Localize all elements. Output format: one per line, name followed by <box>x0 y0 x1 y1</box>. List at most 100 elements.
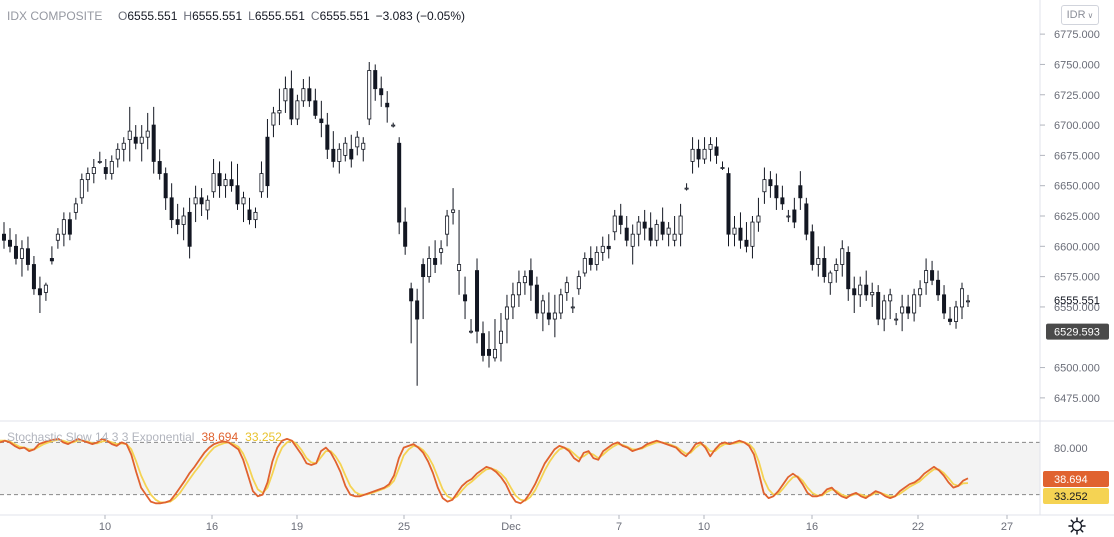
candle[interactable] <box>846 246 851 301</box>
candle[interactable] <box>337 143 342 174</box>
candle[interactable] <box>528 258 533 301</box>
candle[interactable] <box>121 137 126 162</box>
candle[interactable] <box>918 280 923 307</box>
candle[interactable] <box>13 234 18 265</box>
candle[interactable] <box>720 161 725 170</box>
candle[interactable] <box>840 240 845 277</box>
candle[interactable] <box>870 282 875 307</box>
k-line[interactable] <box>0 437 969 505</box>
candle[interactable] <box>397 137 402 235</box>
candle[interactable] <box>690 137 695 174</box>
candle[interactable] <box>229 161 234 192</box>
candle[interactable] <box>199 188 204 216</box>
candle[interactable] <box>882 294 887 332</box>
candle[interactable] <box>37 276 42 313</box>
candle[interactable] <box>409 282 414 344</box>
candle[interactable] <box>67 212 72 241</box>
candle[interactable] <box>427 246 432 283</box>
candle[interactable] <box>223 173 228 198</box>
candle[interactable] <box>684 183 689 191</box>
candle[interactable] <box>624 216 629 247</box>
candle[interactable] <box>618 203 623 235</box>
candle[interactable] <box>678 203 683 247</box>
candle[interactable] <box>660 207 665 241</box>
candle[interactable] <box>504 294 509 344</box>
candle[interactable] <box>25 236 30 271</box>
candle[interactable] <box>439 240 444 265</box>
candle[interactable] <box>313 88 318 119</box>
candle[interactable] <box>864 270 869 301</box>
candle[interactable] <box>193 185 198 223</box>
candle[interactable] <box>373 64 378 101</box>
candle[interactable] <box>804 197 809 241</box>
candle[interactable] <box>469 319 474 334</box>
candle[interactable] <box>858 276 863 307</box>
candle[interactable] <box>283 76 288 113</box>
candle[interactable] <box>936 270 941 301</box>
candle[interactable] <box>2 222 7 249</box>
candle[interactable] <box>744 222 749 253</box>
candle[interactable] <box>576 270 581 295</box>
candle[interactable] <box>672 216 677 247</box>
candle[interactable] <box>235 163 240 210</box>
candle[interactable] <box>73 197 78 220</box>
candle[interactable] <box>774 173 779 210</box>
candle[interactable] <box>319 100 324 138</box>
candle[interactable] <box>61 212 66 247</box>
settings-gear-icon[interactable] <box>1066 515 1088 537</box>
candle[interactable] <box>217 161 222 198</box>
candle[interactable] <box>780 185 785 210</box>
candle[interactable] <box>481 321 486 362</box>
candle[interactable] <box>181 207 186 241</box>
candle[interactable] <box>367 62 372 126</box>
candle[interactable] <box>834 258 839 283</box>
candle[interactable] <box>636 216 641 247</box>
candle[interactable] <box>103 159 108 180</box>
candle[interactable] <box>157 149 162 180</box>
candle[interactable] <box>55 228 60 249</box>
candle[interactable] <box>175 203 180 235</box>
candle[interactable] <box>708 137 713 162</box>
candle[interactable] <box>241 191 246 223</box>
candle[interactable] <box>331 131 336 168</box>
candle[interactable] <box>582 252 587 277</box>
candle[interactable] <box>702 137 707 164</box>
candle[interactable] <box>79 173 84 204</box>
candle[interactable] <box>247 197 252 225</box>
candle[interactable] <box>594 246 599 271</box>
candle[interactable] <box>463 276 468 320</box>
candle[interactable] <box>403 207 408 255</box>
candle[interactable] <box>163 167 168 210</box>
candle[interactable] <box>385 91 390 123</box>
candle[interactable] <box>546 292 551 326</box>
candle[interactable] <box>558 288 563 320</box>
candle[interactable] <box>822 246 827 283</box>
candle[interactable] <box>151 106 156 174</box>
candle[interactable] <box>762 167 767 204</box>
candle[interactable] <box>966 294 971 307</box>
candle[interactable] <box>948 306 953 326</box>
candle[interactable] <box>954 300 959 329</box>
candle[interactable] <box>492 319 497 362</box>
candle[interactable] <box>97 151 102 164</box>
candle[interactable] <box>750 216 755 259</box>
candle[interactable] <box>259 161 264 198</box>
candle[interactable] <box>510 282 515 320</box>
candle[interactable] <box>810 224 815 271</box>
candle[interactable] <box>642 209 647 241</box>
candle[interactable] <box>540 294 545 332</box>
candle[interactable] <box>906 294 911 320</box>
candle[interactable] <box>289 70 294 126</box>
candle[interactable] <box>792 197 797 229</box>
candle[interactable] <box>876 285 881 326</box>
candle[interactable] <box>900 294 905 332</box>
candle[interactable] <box>127 106 132 162</box>
candle[interactable] <box>355 131 360 156</box>
candle[interactable] <box>205 195 210 220</box>
currency-button[interactable]: IDR ∨ <box>1061 5 1099 25</box>
candle[interactable] <box>19 240 24 277</box>
candle[interactable] <box>415 288 420 386</box>
candle[interactable] <box>139 125 144 162</box>
candle[interactable] <box>325 112 330 160</box>
price-axis[interactable]: 6775.000 6750.000 6725.000 6700.000 6675.000… <box>1040 29 1100 405</box>
